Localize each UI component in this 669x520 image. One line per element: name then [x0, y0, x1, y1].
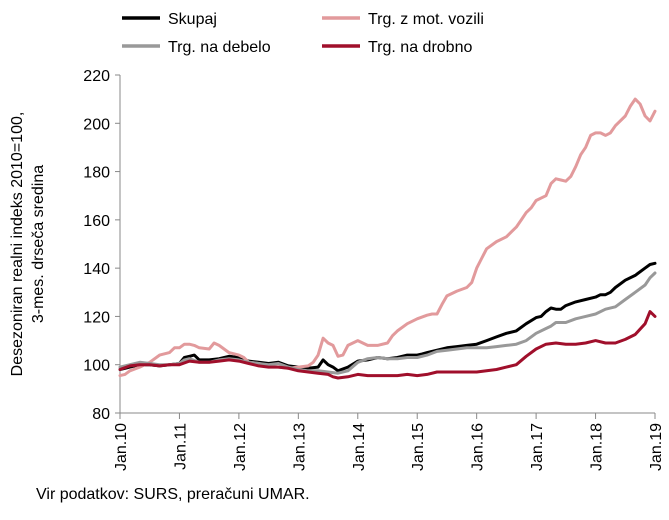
series-line-3 [118, 310, 657, 380]
x-tick-label: Jan.11 [172, 423, 189, 470]
x-tick-label: Jan.14 [351, 423, 368, 471]
y-axis-title-line: Desezoniran realni indeks 2010=100, [9, 112, 26, 377]
legend-label: Trg. na debelo [168, 39, 271, 56]
x-axis: Jan.10 Jan.11 Jan.12 Jan.13 Jan.14 Jan.15 Jan.… [113, 412, 665, 471]
legend-label: Trg. z mot. vozili [368, 11, 484, 28]
y-tick-label: 160 [83, 213, 110, 230]
legend: Skupaj Trg. z mot. vozili Trg. na debelo Tr… [122, 11, 484, 56]
y-axis-label: Desezoniran realni indeks 2010=100, 3-mes… [9, 112, 47, 377]
x-tick-label: Jan.12 [232, 423, 249, 471]
y-tick-label: 80 [92, 406, 110, 423]
legend-label: Trg. na drobno [368, 39, 472, 56]
y-tick-label: 120 [83, 309, 110, 326]
y-axis: 80 100 120 140 160 180 200 220 [83, 68, 121, 423]
y-tick-label: 140 [83, 261, 110, 278]
x-tick-label: Jan.17 [529, 423, 546, 471]
legend-label: Skupaj [168, 11, 217, 28]
series-line-1 [118, 97, 657, 378]
series-line-2 [118, 271, 657, 375]
y-tick-label: 200 [83, 116, 110, 133]
y-tick-label: 180 [83, 165, 110, 182]
x-tick-label: Jan.18 [589, 423, 606, 471]
y-tick-label: 220 [83, 68, 110, 85]
y-axis-title-line: 3-mes. drseča sredina [30, 165, 47, 323]
source-note: Vir podatkov: SURS, preračuni UMAR. [36, 486, 310, 503]
x-tick-label: Jan.19 [648, 423, 665, 471]
series-group [118, 97, 657, 380]
x-tick-label: Jan.13 [291, 423, 308, 471]
x-tick-label: Jan.10 [113, 423, 130, 471]
x-tick-label: Jan.16 [470, 423, 487, 471]
series-line-0 [118, 261, 657, 373]
x-tick-label: Jan.15 [410, 423, 427, 471]
y-tick-label: 100 [83, 358, 110, 375]
